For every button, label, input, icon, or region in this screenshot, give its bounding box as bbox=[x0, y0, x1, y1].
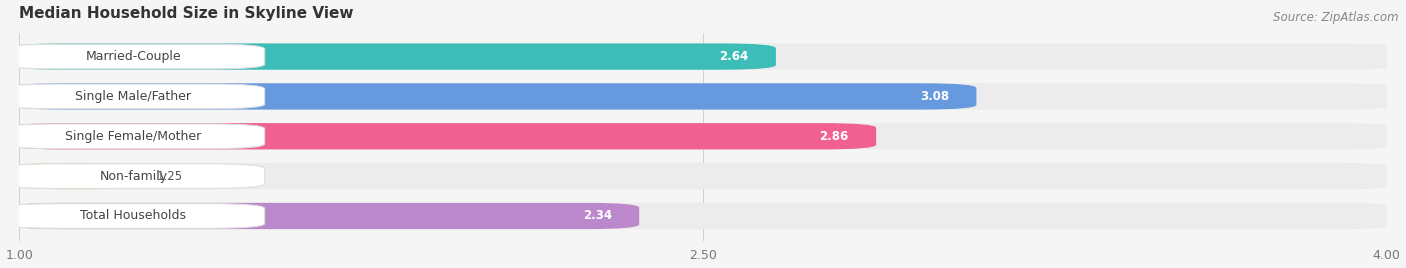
Text: Non-family: Non-family bbox=[100, 170, 167, 183]
FancyBboxPatch shape bbox=[3, 124, 264, 149]
Text: Married-Couple: Married-Couple bbox=[86, 50, 181, 63]
FancyBboxPatch shape bbox=[10, 83, 1396, 110]
Text: 2.34: 2.34 bbox=[582, 210, 612, 222]
FancyBboxPatch shape bbox=[3, 84, 264, 109]
Text: Single Female/Mother: Single Female/Mother bbox=[65, 130, 201, 143]
FancyBboxPatch shape bbox=[10, 163, 142, 189]
FancyBboxPatch shape bbox=[3, 164, 264, 188]
FancyBboxPatch shape bbox=[3, 204, 264, 228]
Text: 1.25: 1.25 bbox=[156, 170, 183, 183]
FancyBboxPatch shape bbox=[10, 123, 876, 150]
Text: Single Male/Father: Single Male/Father bbox=[76, 90, 191, 103]
FancyBboxPatch shape bbox=[3, 44, 264, 69]
Text: 3.08: 3.08 bbox=[920, 90, 949, 103]
FancyBboxPatch shape bbox=[10, 203, 640, 229]
FancyBboxPatch shape bbox=[10, 123, 1396, 150]
FancyBboxPatch shape bbox=[10, 43, 776, 70]
Text: 2.64: 2.64 bbox=[720, 50, 748, 63]
FancyBboxPatch shape bbox=[10, 163, 1396, 189]
Text: 2.86: 2.86 bbox=[820, 130, 849, 143]
FancyBboxPatch shape bbox=[10, 83, 976, 110]
Text: Source: ZipAtlas.com: Source: ZipAtlas.com bbox=[1274, 11, 1399, 24]
FancyBboxPatch shape bbox=[10, 203, 1396, 229]
Text: Median Household Size in Skyline View: Median Household Size in Skyline View bbox=[20, 6, 354, 21]
FancyBboxPatch shape bbox=[10, 43, 1396, 70]
Text: Total Households: Total Households bbox=[80, 210, 187, 222]
